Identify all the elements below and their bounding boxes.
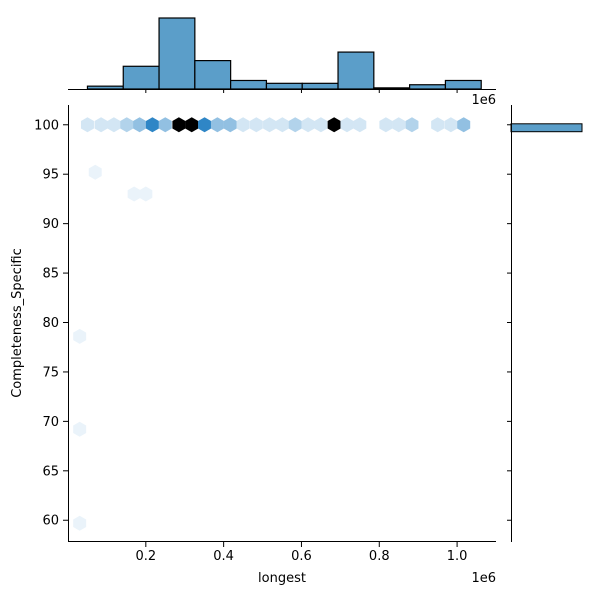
hexbin-cell-0: [80, 117, 94, 133]
y-tick-label-6: 90: [42, 217, 59, 232]
hexbin-cell-33: [73, 515, 87, 531]
hexbin-cell-13: [249, 117, 263, 133]
hexbin-cell-32: [73, 421, 87, 437]
hexbin-cell-26: [444, 117, 458, 133]
top-marginal-histogram: [86, 17, 482, 90]
hexbin-cell-19: [327, 117, 341, 133]
top-hist-bar-0: [86, 85, 124, 90]
hexbin-cell-16: [288, 117, 302, 133]
hexbin-cell-28: [88, 164, 102, 180]
x-axis-label: longest: [258, 571, 306, 586]
hexbin-cell-4: [133, 117, 147, 133]
y-tick-label-2: 70: [42, 415, 59, 430]
hexbin-cell-20: [340, 117, 354, 133]
x-tick-label-0: 0.2: [135, 549, 156, 564]
hexbin-cell-23: [392, 117, 406, 133]
x-offset-label: 1e6: [471, 571, 496, 586]
x-axis-ticks: 0.2 0.4 0.6 0.8 1.0: [135, 89, 467, 564]
hexbin-cell-17: [301, 117, 315, 133]
hexbin-cell-30: [139, 186, 153, 202]
x-tick-label-3: 0.8: [369, 549, 390, 564]
hexbin-cell-6: [158, 117, 172, 133]
y-axis-ticks: 60 65 70 75 80 85 90 95 100: [34, 118, 511, 529]
hexbin-cell-5: [145, 117, 159, 133]
hexbin-cell-12: [236, 117, 250, 133]
hexbin-cell-15: [275, 117, 289, 133]
hexbin-cell-2: [107, 117, 121, 133]
hexbin-cell-1: [94, 117, 108, 133]
hexbin-cell-8: [185, 117, 199, 133]
hexbin-cell-10: [210, 117, 224, 133]
hexbin-layer: [73, 117, 471, 531]
hexbin-cell-7: [172, 117, 186, 133]
x-tick-label-1: 0.4: [213, 549, 234, 564]
y-tick-label-1: 65: [42, 464, 59, 479]
right-hist-bar-0: [510, 123, 583, 133]
top-hist-bar-7: [337, 51, 375, 90]
top-hist-bar-10: [444, 79, 482, 90]
top-hist-bar-5: [265, 82, 303, 90]
top-hist-bar-4: [230, 79, 268, 90]
x-tick-label-4: 1.0: [447, 549, 468, 564]
hexbin-cell-24: [405, 117, 419, 133]
y-tick-label-8: 100: [34, 118, 59, 133]
hexbin-cell-9: [198, 117, 212, 133]
top-hist-bar-6: [301, 82, 339, 90]
top-hist-bar-9: [409, 84, 447, 90]
hexbin-cell-27: [457, 117, 471, 133]
top-hist-bar-3: [194, 59, 232, 90]
y-tick-label-0: 60: [42, 514, 59, 529]
hexbin-cell-11: [223, 117, 237, 133]
y-axis-label: Completeness_Specific: [10, 248, 25, 398]
top-hist-bar-8: [373, 87, 411, 90]
hexbin-cell-22: [379, 117, 393, 133]
hexbin-cell-3: [120, 117, 134, 133]
hexbin-cell-29: [127, 186, 141, 202]
hexbin-cell-14: [263, 117, 277, 133]
top-hist-bar-2: [158, 17, 196, 90]
top-hist-bar-1: [122, 65, 160, 90]
hexbin-cell-25: [431, 117, 445, 133]
x-tick-label-2: 0.6: [291, 549, 312, 564]
top-offset-label: 1e6: [471, 93, 496, 108]
y-tick-label-3: 75: [42, 365, 59, 380]
y-tick-label-4: 80: [42, 316, 59, 331]
hexbin-cell-21: [353, 117, 367, 133]
right-marginal-histogram: [510, 123, 583, 133]
hexbin-cell-31: [73, 328, 87, 344]
y-tick-label-7: 95: [42, 168, 59, 183]
hexbin-cell-18: [314, 117, 328, 133]
y-tick-label-5: 85: [42, 267, 59, 282]
